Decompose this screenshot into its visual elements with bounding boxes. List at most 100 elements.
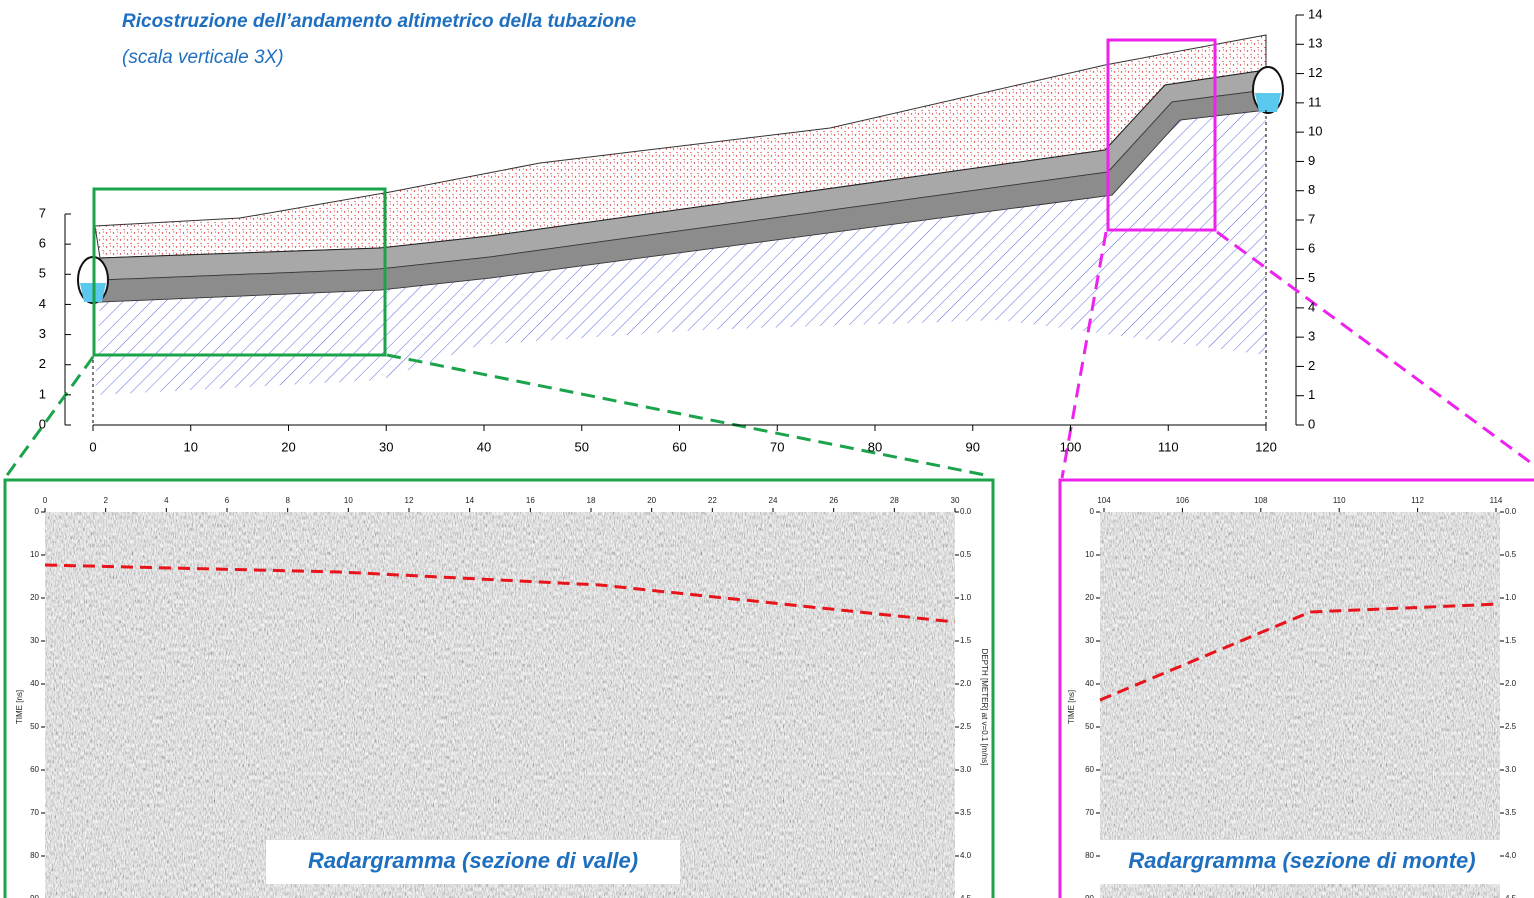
y-tick-label: 3	[1308, 329, 1315, 344]
x-tick-label: 28	[890, 496, 899, 505]
y-tick-label: 70	[30, 808, 39, 817]
x-tick-label: 26	[829, 496, 838, 505]
x-tick-label: 30	[379, 439, 393, 454]
x-tick-label: 18	[587, 496, 596, 505]
y-tick-label: 80	[30, 851, 39, 860]
y-tick-label: 60	[1085, 765, 1094, 774]
x-tick-label: 22	[708, 496, 717, 505]
y-tick-label: 90	[30, 894, 39, 898]
y-tick-label: 10	[1085, 550, 1094, 559]
y-tick-label: 2.0	[960, 679, 972, 688]
y-tick-label: 5	[39, 266, 46, 281]
y-tick-label: 3	[39, 326, 46, 341]
x-tick-label: 112	[1411, 496, 1424, 505]
x-tick-label: 12	[405, 496, 414, 505]
y-tick-label: 40	[30, 679, 39, 688]
x-tick-label: 60	[672, 439, 686, 454]
y-tick-label: 2.5	[960, 722, 972, 731]
x-tick-label: 114	[1490, 496, 1503, 505]
x-tick-label: 20	[647, 496, 656, 505]
y-tick-label: 20	[30, 593, 39, 602]
y-tick-label: 11	[1308, 94, 1322, 109]
radar-label: Radargramma (sezione di valle)	[308, 848, 638, 873]
y-tick-label: 4.5	[1505, 894, 1517, 898]
x-tick-label: 110	[1158, 439, 1179, 454]
x-tick-label: 0	[89, 439, 96, 454]
y-tick-label: 4	[1308, 299, 1315, 314]
axis-title: TIME [ns]	[1067, 690, 1076, 724]
y-tick-label: 4	[39, 296, 46, 311]
x-tick-label: 24	[769, 496, 778, 505]
y-tick-label: 2.0	[1505, 679, 1517, 688]
y-tick-label: 6	[1308, 241, 1315, 256]
x-tick-label: 80	[868, 439, 882, 454]
x-tick-label: 108	[1254, 496, 1268, 505]
y-tick-label: 7	[39, 205, 46, 220]
y-tick-label: 10	[30, 550, 39, 559]
y-tick-label: 5	[1308, 270, 1315, 285]
y-tick-label: 50	[1085, 722, 1094, 731]
connector	[387, 355, 990, 476]
x-tick-label: 10	[344, 496, 353, 505]
y-tick-label: 10	[1308, 124, 1322, 139]
y-tick-label: 1.0	[960, 593, 972, 602]
y-tick-label: 60	[30, 765, 39, 774]
x-tick-label: 104	[1097, 496, 1111, 505]
x-tick-label: 40	[477, 439, 491, 454]
y-tick-label: 40	[1085, 679, 1094, 688]
x-tick-label: 0	[43, 496, 48, 505]
y-tick-label: 2	[39, 356, 46, 371]
y-tick-label: 0	[39, 416, 46, 431]
y-tick-label: 13	[1308, 36, 1322, 51]
x-tick-label: 20	[281, 439, 295, 454]
x-tick-label: 120	[1255, 439, 1277, 454]
x-tick-label: 16	[526, 496, 535, 505]
y-tick-label: 20	[1085, 593, 1094, 602]
x-tick-label: 90	[966, 439, 980, 454]
y-tick-label: 0.0	[960, 507, 972, 516]
y-tick-label: 0	[1090, 507, 1095, 516]
y-tick-label: 4.0	[960, 851, 972, 860]
x-tick-label: 14	[465, 496, 474, 505]
x-tick-label: 10	[184, 439, 198, 454]
y-tick-label: 4.0	[1505, 851, 1517, 860]
y-tick-label: 1	[39, 386, 46, 401]
x-tick-label: 6	[225, 496, 230, 505]
y-tick-label: 90	[1085, 894, 1094, 898]
connector	[5, 357, 93, 478]
y-tick-label: 4.5	[960, 894, 972, 898]
y-tick-label: 50	[30, 722, 39, 731]
title: Ricostruzione dell’andamento altimetrico…	[122, 11, 637, 32]
y-tick-label: 3.5	[960, 808, 972, 817]
y-tick-label: 0	[1308, 416, 1315, 431]
x-tick-label: 50	[575, 439, 589, 454]
y-tick-label: 0.5	[960, 550, 972, 559]
y-tick-label: 3.5	[1505, 808, 1517, 817]
figure: Ricostruzione dell’andamento altimetrico…	[0, 0, 1534, 898]
y-tick-label: 3.0	[960, 765, 972, 774]
y-tick-label: 30	[1085, 636, 1094, 645]
axis-title: TIME [ns]	[15, 690, 24, 724]
y-tick-label: 0.0	[1505, 507, 1517, 516]
y-tick-label: 6	[39, 236, 46, 251]
y-tick-label: 1.5	[960, 636, 972, 645]
x-tick-label: 8	[285, 496, 290, 505]
y-tick-label: 30	[30, 636, 39, 645]
y-tick-label: 70	[1085, 808, 1094, 817]
y-tick-label: 12	[1308, 65, 1322, 80]
x-tick-label: 110	[1333, 496, 1346, 505]
x-tick-label: 4	[164, 496, 169, 505]
x-tick-label: 100	[1060, 439, 1082, 454]
x-tick-label: 70	[770, 439, 784, 454]
x-tick-label: 106	[1176, 496, 1190, 505]
y-tick-label: 1	[1308, 387, 1315, 402]
y-tick-label: 1.5	[1505, 636, 1517, 645]
x-tick-label: 30	[951, 496, 960, 505]
water	[1255, 93, 1281, 112]
y-tick-label: 2.5	[1505, 722, 1517, 731]
y-tick-label: 3.0	[1505, 765, 1517, 774]
y-tick-label: 1.0	[1505, 593, 1517, 602]
y-tick-label: 14	[1308, 6, 1322, 21]
y-tick-label: 80	[1085, 851, 1094, 860]
y-tick-label: 2	[1308, 358, 1315, 373]
